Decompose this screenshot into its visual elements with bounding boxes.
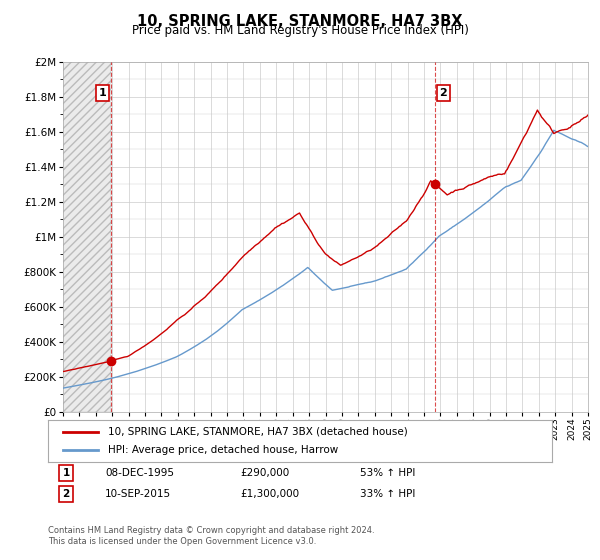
Text: 10, SPRING LAKE, STANMORE, HA7 3BX (detached house): 10, SPRING LAKE, STANMORE, HA7 3BX (deta… [109, 427, 408, 437]
Text: £290,000: £290,000 [240, 468, 289, 478]
Text: 53% ↑ HPI: 53% ↑ HPI [360, 468, 415, 478]
Text: HPI: Average price, detached house, Harrow: HPI: Average price, detached house, Harr… [109, 445, 339, 455]
Text: Contains HM Land Registry data © Crown copyright and database right 2024.
This d: Contains HM Land Registry data © Crown c… [48, 526, 374, 546]
Text: £1,300,000: £1,300,000 [240, 489, 299, 499]
Bar [63, 62, 111, 412]
Text: 1: 1 [62, 468, 70, 478]
Text: 2: 2 [62, 489, 70, 499]
Text: 2: 2 [440, 88, 448, 98]
Text: 10-SEP-2015: 10-SEP-2015 [105, 489, 171, 499]
Text: 33% ↑ HPI: 33% ↑ HPI [360, 489, 415, 499]
Text: 08-DEC-1995: 08-DEC-1995 [105, 468, 174, 478]
Text: 10, SPRING LAKE, STANMORE, HA7 3BX: 10, SPRING LAKE, STANMORE, HA7 3BX [137, 14, 463, 29]
Text: 1: 1 [99, 88, 107, 98]
Text: Price paid vs. HM Land Registry's House Price Index (HPI): Price paid vs. HM Land Registry's House … [131, 24, 469, 37]
